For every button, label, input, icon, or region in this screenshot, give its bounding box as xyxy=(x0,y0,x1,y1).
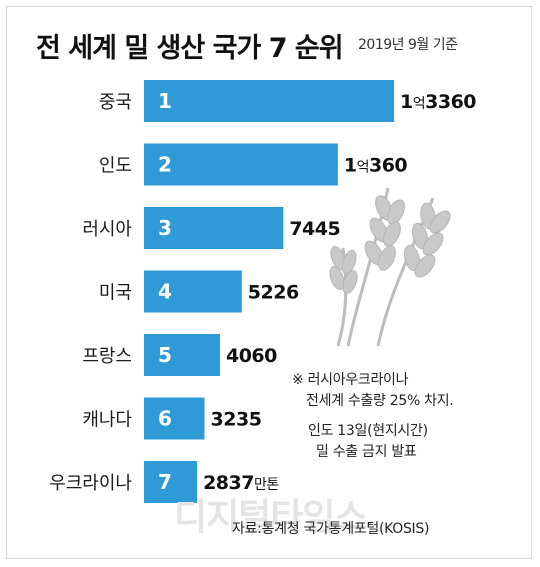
watermark: 디지털타임스 xyxy=(174,497,368,538)
bar xyxy=(144,207,284,249)
rank-label: 2 xyxy=(158,153,172,177)
value-label: 1억3360 xyxy=(400,91,476,113)
country-label: 캐나다 xyxy=(82,410,132,431)
value-label: 4060 xyxy=(226,345,277,367)
bar xyxy=(144,80,394,122)
country-label: 프랑스 xyxy=(82,346,132,367)
country-label: 인도 xyxy=(99,156,132,177)
bar xyxy=(144,270,242,313)
rank-label: 3 xyxy=(158,216,172,240)
note-line-4: 밀 수출 금지 발표 xyxy=(316,444,417,460)
bar xyxy=(144,397,205,440)
chart-title: 전 세계 밀 생산 국가 7 순위 xyxy=(36,33,344,64)
note-line-2: 전세계 수출량 25% 차지. xyxy=(306,393,454,409)
source-note: 자료:통계청 국가통계포털(KOSIS) xyxy=(232,521,430,537)
bar xyxy=(144,143,338,186)
value-label: 1억360 xyxy=(344,155,408,177)
rank-label: 7 xyxy=(158,470,172,494)
annotation-note: ※ 러시아우크라이나 전세계 수출량 25% 차지. 인도 13일(현지시간) … xyxy=(292,370,454,463)
rank-label: 1 xyxy=(158,89,172,113)
note-line-3: 인도 13일(현지시간) xyxy=(308,423,428,439)
rank-label: 6 xyxy=(158,407,172,431)
country-label: 우크라이나 xyxy=(49,473,132,494)
value-label: 5226 xyxy=(248,282,299,304)
rank-label: 5 xyxy=(158,343,172,367)
rank-label: 4 xyxy=(158,280,172,304)
bar xyxy=(144,461,198,503)
value-label: 7445 xyxy=(289,218,340,240)
country-label: 중국 xyxy=(99,92,132,113)
value-label: 3235 xyxy=(211,409,262,431)
country-label: 러시아 xyxy=(82,219,132,240)
value-label: 2837만톤 xyxy=(203,472,279,494)
wheat-icon xyxy=(329,187,451,347)
country-label: 미국 xyxy=(99,283,132,304)
infographic-frame xyxy=(6,6,532,559)
note-line-1: ※ 러시아우크라이나 xyxy=(292,372,409,388)
bar xyxy=(144,334,220,376)
date-note: 2019년 9월 기준 xyxy=(358,37,458,53)
